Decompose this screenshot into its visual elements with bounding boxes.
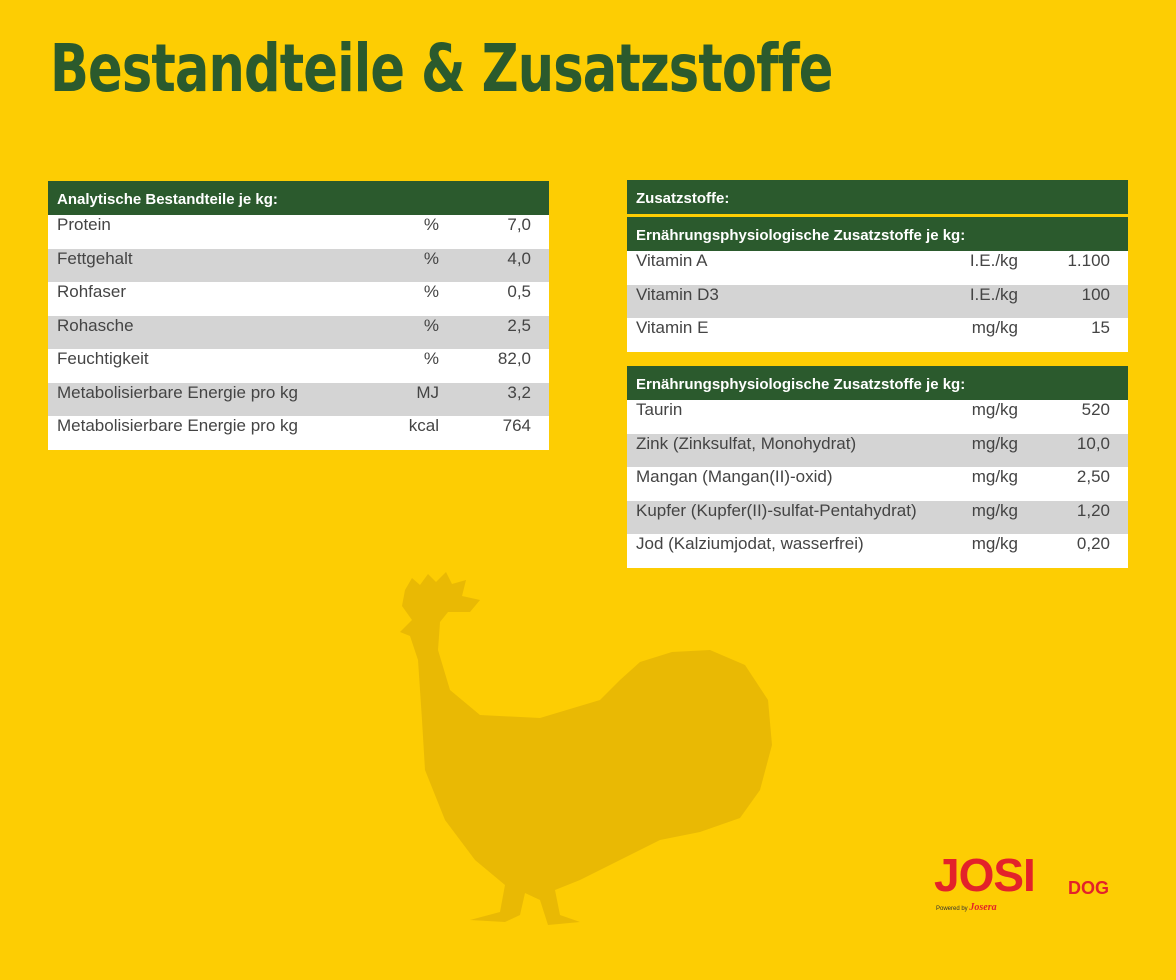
section-header: Zusatzstoffe: — [627, 180, 1128, 214]
row-unit: MJ — [416, 382, 439, 402]
row-unit: % — [423, 215, 439, 234]
row-value: 0,5 — [507, 282, 531, 301]
row-unit: mg/kg — [971, 433, 1018, 453]
table-row: Vitamin D3 I.E./kg 100 — [627, 284, 1128, 318]
row-unit: I.E./kg — [969, 284, 1018, 304]
row-label: Metabolisierbare Energie pro kg — [57, 382, 298, 402]
logo-maker: Josera — [969, 902, 997, 913]
table-header: Ernährungsphysiologische Zusatzstoffe je… — [627, 217, 1128, 251]
row-label: Fettgehalt — [57, 248, 133, 268]
row-unit: mg/kg — [971, 400, 1018, 419]
row-label: Vitamin D3 — [636, 284, 719, 304]
row-value: 15 — [1091, 318, 1110, 337]
row-label: Zink (Zinksulfat, Monohydrat) — [636, 433, 857, 453]
row-value: 520 — [1081, 400, 1110, 419]
table-row: Rohasche% 2,5 — [48, 315, 549, 349]
table-header: Analytische Bestandteile je kg: — [48, 181, 549, 215]
table-row: Rohfaser% 0,5 — [48, 282, 549, 316]
row-unit: I.E./kg — [969, 251, 1018, 270]
row-label: Rohfaser — [57, 282, 126, 301]
row-unit: % — [423, 315, 439, 335]
row-unit: mg/kg — [971, 534, 1018, 553]
row-unit: mg/kg — [971, 467, 1018, 486]
row-value: 1,20 — [1076, 500, 1110, 520]
row-label: Feuchtigkeit — [57, 349, 149, 368]
logo-brand: JOSI — [934, 849, 1036, 901]
row-value: 4,0 — [507, 248, 531, 268]
row-value: 10,0 — [1076, 433, 1110, 453]
table-row: Taurin mg/kg 520 — [627, 400, 1128, 434]
row-label: Jod (Kalziumjodat, wasserfrei) — [636, 534, 864, 553]
logo-powered: Powered by Josera — [936, 902, 997, 913]
table-row: Protein% 7,0 — [48, 215, 549, 249]
row-value: 3,2 — [507, 382, 531, 402]
table-row: Vitamin A I.E./kg 1.100 — [627, 251, 1128, 285]
row-unit: kcal — [408, 416, 439, 435]
table-row: Vitamin E mg/kg 15 — [627, 318, 1128, 352]
row-value: 1.100 — [1067, 251, 1110, 270]
table-row: Fettgehalt% 4,0 — [48, 248, 549, 282]
row-unit: mg/kg — [971, 500, 1018, 520]
logo: JOSI DOG Powered by Josera — [934, 848, 1109, 913]
row-value: 2,5 — [507, 315, 531, 335]
table-row: Zink (Zinksulfat, Monohydrat) mg/kg 10,0 — [627, 433, 1128, 467]
table-row: Feuchtigkeit% 82,0 — [48, 349, 549, 383]
logo-sub: DOG — [1068, 878, 1110, 898]
row-unit: % — [423, 349, 439, 368]
row-label: Metabolisierbare Energie pro kg — [57, 416, 298, 435]
row-value: 2,50 — [1076, 467, 1110, 486]
table-header: Ernährungsphysiologische Zusatzstoffe je… — [627, 366, 1128, 400]
row-unit: mg/kg — [971, 318, 1018, 337]
row-label: Kupfer (Kupfer(II)-sulfat-Pentahydrat) — [636, 500, 917, 520]
row-value: 764 — [502, 416, 531, 435]
row-value: 0,20 — [1076, 534, 1110, 553]
page-title: Bestandteile & Zusatzstoffe — [50, 30, 833, 107]
row-label: Vitamin E — [636, 318, 709, 337]
table-row: Mangan (Mangan(II)-oxid) mg/kg 2,50 — [627, 467, 1128, 501]
table-row: Kupfer (Kupfer(II)-sulfat-Pentahydrat) mg… — [627, 500, 1128, 534]
row-label: Rohasche — [57, 315, 134, 335]
row-value: 7,0 — [507, 215, 531, 234]
row-label: Mangan (Mangan(II)-oxid) — [636, 467, 833, 486]
logo-powered-by: Powered by — [936, 906, 968, 912]
table-row: Metabolisierbare Energie pro kg MJ 3,2 — [48, 382, 549, 416]
row-label: Vitamin A — [636, 251, 708, 270]
row-unit: % — [423, 248, 439, 268]
row-unit: % — [423, 282, 439, 301]
table-row: Metabolisierbare Energie pro kg kcal 764 — [48, 416, 549, 450]
row-value: 100 — [1081, 284, 1110, 304]
row-label: Taurin — [636, 400, 683, 419]
table-row: Jod (Kalziumjodat, wasserfrei) mg/kg 0,20 — [627, 534, 1128, 568]
row-label: Protein — [57, 215, 111, 234]
row-value: 82,0 — [497, 349, 531, 368]
